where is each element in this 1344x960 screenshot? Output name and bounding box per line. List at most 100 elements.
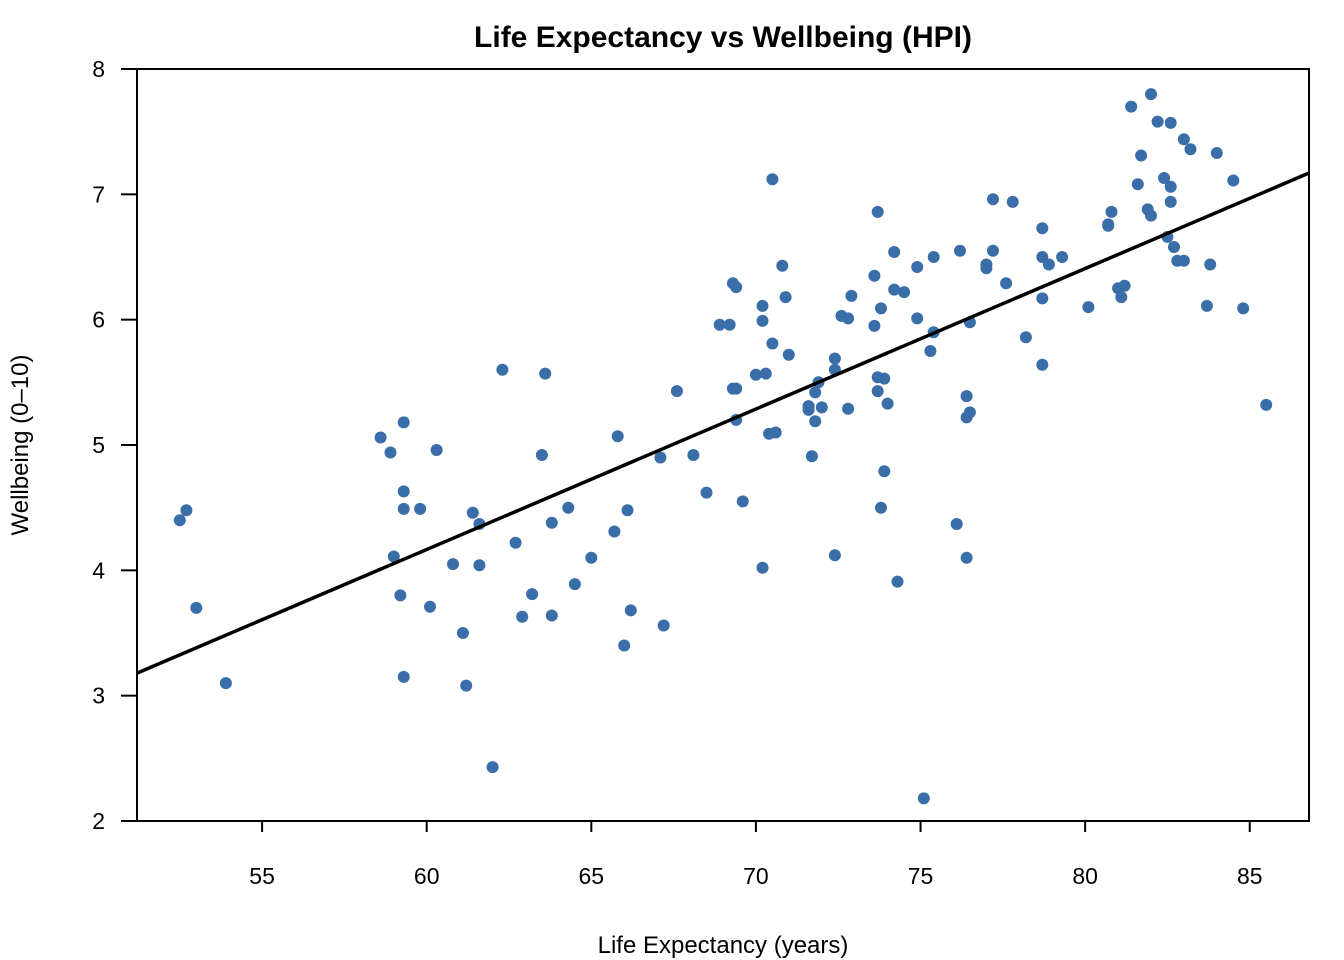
data-point bbox=[1210, 147, 1223, 159]
data-point bbox=[960, 551, 973, 564]
data-point bbox=[842, 402, 855, 415]
chart-title: Life Expectancy vs Wellbeing (HPI) bbox=[474, 21, 972, 54]
data-point bbox=[700, 486, 713, 499]
data-point bbox=[387, 550, 400, 563]
data-point bbox=[842, 312, 855, 325]
x-tick-label: 80 bbox=[1072, 863, 1098, 889]
y-tick-label: 2 bbox=[92, 808, 105, 834]
data-point bbox=[756, 299, 769, 312]
y-axis: 2 3 4 5 6 7 8 bbox=[92, 56, 137, 834]
data-point bbox=[1158, 172, 1171, 184]
data-point bbox=[776, 259, 789, 272]
data-point bbox=[749, 368, 762, 381]
data-point bbox=[871, 205, 884, 218]
data-point bbox=[917, 792, 930, 805]
data-point bbox=[585, 551, 598, 564]
data-point bbox=[828, 352, 841, 365]
data-point bbox=[779, 291, 792, 304]
data-point bbox=[891, 575, 904, 588]
data-point bbox=[809, 415, 822, 428]
y-tick-label: 4 bbox=[92, 557, 105, 583]
data-point bbox=[1237, 302, 1250, 315]
data-point bbox=[1118, 279, 1131, 292]
data-point bbox=[888, 246, 901, 258]
data-point bbox=[1184, 143, 1197, 156]
data-point bbox=[397, 502, 410, 515]
data-point bbox=[766, 337, 779, 350]
data-point bbox=[1036, 358, 1049, 371]
data-point bbox=[782, 348, 795, 361]
data-point bbox=[621, 504, 634, 517]
data-point bbox=[871, 385, 884, 398]
data-point bbox=[374, 431, 387, 444]
x-tick-label: 70 bbox=[743, 863, 769, 889]
data-point bbox=[828, 549, 841, 562]
data-point bbox=[1036, 292, 1049, 305]
data-point bbox=[447, 558, 459, 571]
data-point bbox=[730, 281, 743, 294]
data-point bbox=[1145, 209, 1157, 222]
data-point bbox=[868, 319, 881, 332]
data-point bbox=[1145, 88, 1157, 101]
data-point bbox=[875, 302, 887, 315]
data-point bbox=[1019, 331, 1032, 344]
x-tick-label: 75 bbox=[908, 863, 934, 889]
data-point bbox=[180, 504, 193, 517]
y-tick-label: 8 bbox=[92, 56, 105, 82]
data-point bbox=[1102, 219, 1115, 232]
data-point bbox=[460, 679, 473, 692]
data-point bbox=[545, 516, 558, 529]
x-tick-label: 55 bbox=[249, 863, 275, 889]
data-point bbox=[219, 677, 232, 690]
data-point bbox=[670, 385, 683, 398]
data-point bbox=[1036, 222, 1049, 235]
y-tick-label: 5 bbox=[92, 432, 105, 458]
x-tick-label: 65 bbox=[579, 863, 605, 889]
data-point bbox=[888, 283, 901, 296]
data-point bbox=[815, 401, 828, 414]
data-point bbox=[496, 363, 509, 376]
regression-layer bbox=[136, 171, 1310, 675]
data-point bbox=[1177, 133, 1190, 146]
data-point bbox=[911, 261, 924, 273]
data-point bbox=[1042, 258, 1055, 271]
data-point bbox=[486, 761, 499, 774]
data-point bbox=[608, 525, 621, 538]
data-point bbox=[414, 502, 427, 515]
data-point bbox=[756, 314, 769, 327]
data-point bbox=[190, 601, 203, 614]
data-point bbox=[568, 578, 581, 591]
data-point bbox=[1151, 115, 1164, 128]
y-tick-label: 6 bbox=[92, 307, 105, 333]
data-point bbox=[878, 465, 891, 478]
data-point bbox=[384, 446, 397, 459]
data-point bbox=[473, 559, 486, 572]
data-point bbox=[539, 367, 552, 380]
data-point bbox=[927, 251, 940, 263]
data-point bbox=[1056, 251, 1069, 263]
data-point bbox=[394, 589, 407, 602]
x-axis-label: Life Expectancy (years) bbox=[598, 932, 849, 959]
data-point bbox=[1168, 241, 1180, 253]
data-point bbox=[430, 444, 443, 456]
data-point bbox=[878, 372, 891, 385]
data-point bbox=[1227, 174, 1240, 187]
y-tick-label: 3 bbox=[92, 683, 105, 709]
y-axis-label: Wellbeing (0–10) bbox=[7, 355, 34, 536]
data-point bbox=[1105, 205, 1118, 218]
data-point bbox=[611, 430, 624, 443]
data-point bbox=[898, 286, 911, 299]
data-point bbox=[809, 386, 822, 399]
data-point bbox=[924, 345, 937, 357]
data-point bbox=[516, 610, 529, 623]
data-point bbox=[805, 450, 818, 463]
data-point bbox=[875, 501, 887, 514]
data-point bbox=[713, 318, 726, 331]
data-point bbox=[1125, 100, 1138, 113]
data-point bbox=[1164, 180, 1177, 193]
data-point bbox=[1200, 299, 1213, 312]
data-point bbox=[618, 639, 631, 652]
data-point bbox=[509, 536, 522, 549]
